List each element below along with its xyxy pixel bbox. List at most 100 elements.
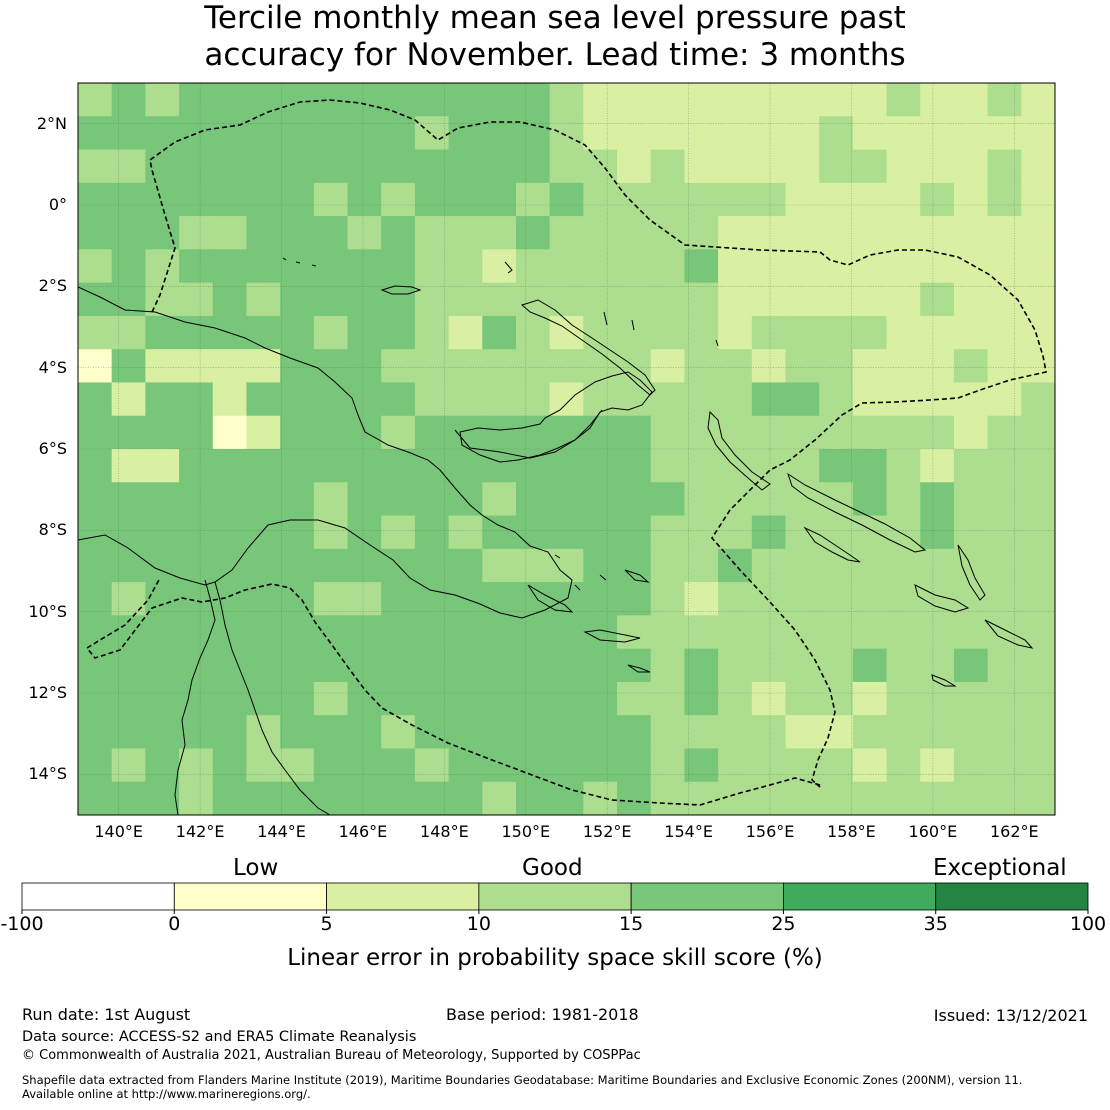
colorbar-label: Linear error in probability space skill … [287, 945, 823, 971]
grid-cell [617, 149, 652, 184]
grid-cell [179, 548, 214, 583]
grid-cell [246, 781, 281, 815]
grid-cell [886, 83, 921, 117]
grid-cell [886, 349, 921, 384]
grid-cell [313, 615, 349, 650]
grid-cell [953, 548, 989, 583]
grid-cell [886, 216, 921, 250]
grid-cell [852, 515, 888, 550]
grid-cell [785, 548, 820, 583]
grid-cell [381, 781, 416, 815]
grid-cell [886, 149, 921, 184]
grid-cell [78, 648, 113, 683]
grid-cell [886, 515, 921, 550]
grid-cell [751, 548, 787, 583]
grid-cell [953, 748, 989, 783]
grid-cell [650, 681, 686, 716]
grid-cell [280, 149, 315, 184]
grid-cell [987, 382, 1022, 417]
lon-label: 140°E [94, 822, 144, 841]
grid-cell [920, 315, 955, 350]
huon-coast [454, 409, 603, 459]
grid-cell [718, 748, 753, 783]
grid-cell [381, 482, 416, 517]
grid-cell [785, 315, 820, 350]
grid-cell [549, 116, 584, 151]
grid-cell [313, 748, 349, 783]
grid-cell [313, 182, 349, 217]
cape-york-east-coastline [214, 581, 331, 815]
grid-cell [515, 149, 551, 184]
grid-cell [414, 615, 450, 650]
grid-cell [482, 648, 517, 683]
grid-cell [718, 681, 753, 716]
grid-cell [617, 748, 652, 783]
grid-cell [819, 748, 854, 783]
grid-cell [684, 748, 719, 783]
grid-cell [246, 182, 281, 217]
grid-cell [751, 149, 787, 184]
grid-cell [718, 116, 753, 151]
grid-cell [785, 349, 820, 384]
grid-cell [145, 781, 180, 815]
grid-cell [448, 315, 483, 350]
grid-cell [987, 715, 1022, 750]
grid-cell [78, 83, 113, 117]
grid-cell [1021, 748, 1055, 783]
grid-cell [515, 382, 551, 417]
grid-cell [920, 415, 955, 450]
grid-cell [650, 83, 686, 117]
grid-cell [953, 449, 989, 483]
colorbar-tick-label: 15 [619, 913, 644, 935]
grid-cell [246, 582, 281, 616]
grid-cell [347, 681, 382, 716]
grid-cell [414, 715, 450, 750]
manus-coastline [380, 285, 422, 295]
grid-cell [1021, 415, 1055, 450]
grid-cell [414, 681, 450, 716]
grid-cell [1021, 681, 1055, 716]
grid-cell [987, 648, 1022, 683]
grid-cell [617, 116, 652, 151]
grid-cell [313, 582, 349, 616]
grid-cell [886, 382, 921, 417]
malaita-coastline [957, 544, 986, 601]
grid-cell [179, 116, 214, 151]
grid-cell [1021, 315, 1055, 350]
grid-cell [987, 681, 1022, 716]
grid-cell [920, 449, 955, 483]
grid-cell [347, 615, 382, 650]
colorbar-tick-label: 100 [1069, 913, 1107, 935]
grid-cell [482, 182, 517, 217]
grid-cell [381, 315, 416, 350]
grid-cell [145, 482, 180, 517]
grid-cell [751, 216, 787, 250]
grid-cell [179, 648, 214, 683]
grid-cell [280, 648, 315, 683]
grid-cell [179, 415, 214, 450]
grid-cell [583, 216, 618, 250]
new-britain-coastline [459, 371, 653, 463]
grid-cell [583, 116, 618, 151]
grid-cell [515, 515, 551, 550]
grid-cell [347, 249, 382, 284]
grid-cell [145, 249, 180, 284]
grid-cell [111, 349, 146, 384]
grid-cell [347, 515, 382, 550]
grid-cell [145, 216, 180, 250]
grid-cell [78, 182, 113, 217]
grid-cell [583, 415, 618, 450]
grid-cell [785, 83, 820, 117]
grid-cell [785, 482, 820, 517]
grid-cell [347, 315, 382, 350]
grid-cell [583, 282, 618, 317]
grid-cell [819, 282, 854, 317]
grid-cell [617, 615, 652, 650]
grid-cell [179, 482, 214, 517]
grid-cell [246, 548, 281, 583]
grid-cell [718, 216, 753, 250]
grid-cell [448, 116, 483, 151]
grid-cell [650, 415, 686, 450]
grid-cell [819, 715, 854, 750]
grid-cell [751, 282, 787, 317]
